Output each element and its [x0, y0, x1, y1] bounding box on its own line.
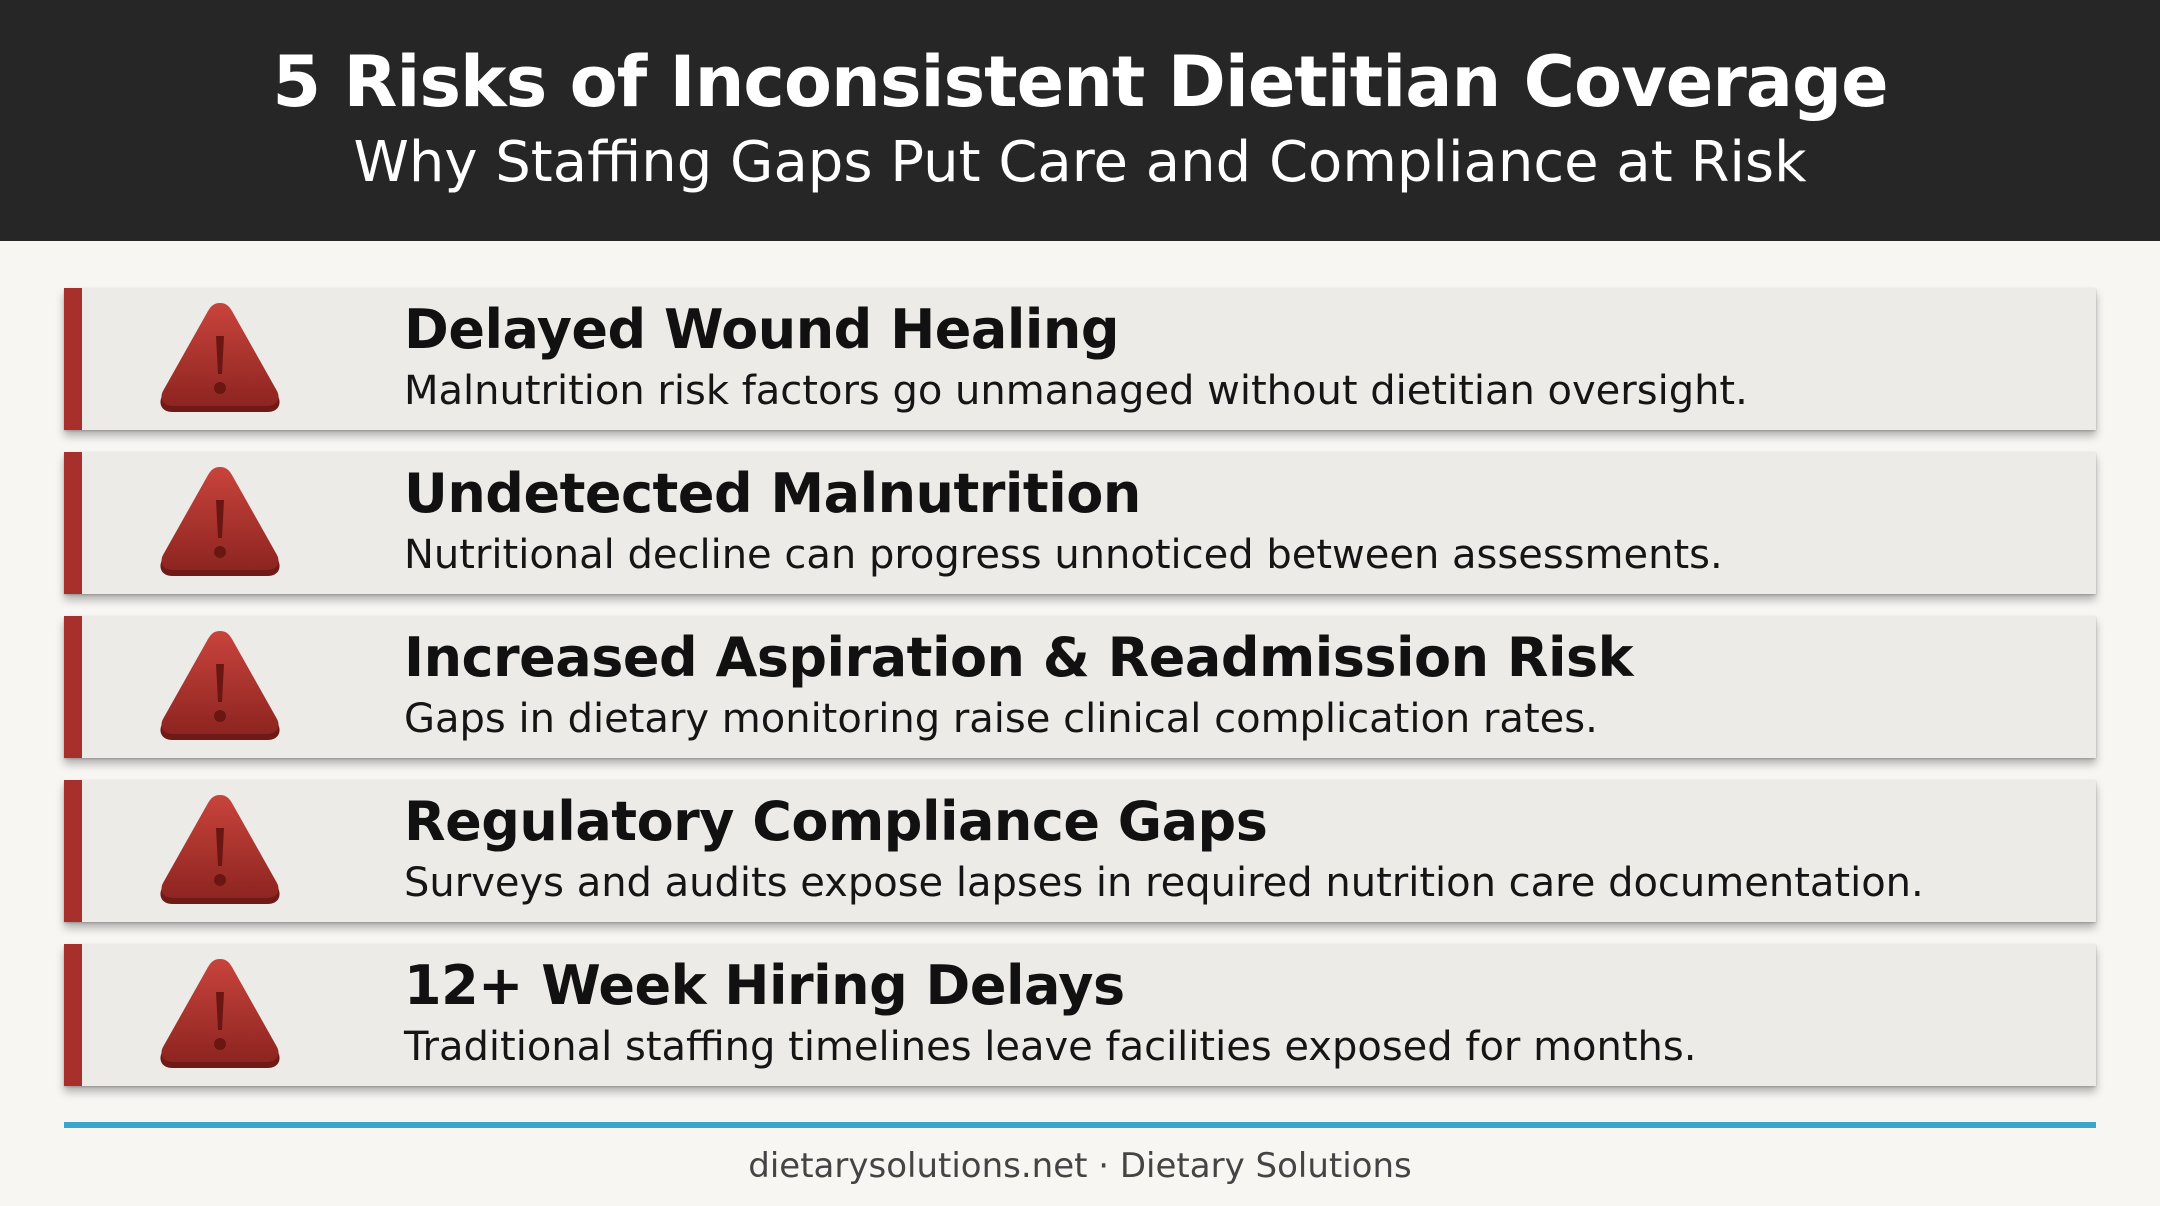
warning-triangle-icon — [156, 464, 284, 582]
warning-triangle-icon — [156, 628, 284, 746]
risk-description: Nutritional decline can progress unnotic… — [404, 532, 1723, 578]
warning-triangle-icon — [156, 956, 284, 1074]
risk-title: 12+ Week Hiring Delays — [404, 954, 1125, 1017]
risk-card: Increased Aspiration & Readmission Risk … — [64, 616, 2096, 758]
risk-description: Traditional staffing timelines leave fac… — [404, 1024, 1697, 1070]
risk-description: Gaps in dietary monitoring raise clinica… — [404, 696, 1598, 742]
header-banner: 5 Risks of Inconsistent Dietitian Covera… — [0, 0, 2160, 241]
risk-title: Delayed Wound Healing — [404, 298, 1119, 361]
risk-list: Delayed Wound Healing Malnutrition risk … — [64, 288, 2096, 1108]
risk-title: Regulatory Compliance Gaps — [404, 790, 1268, 853]
risk-card: Delayed Wound Healing Malnutrition risk … — [64, 288, 2096, 430]
warning-triangle-icon — [156, 792, 284, 910]
risk-title: Increased Aspiration & Readmission Risk — [404, 626, 1634, 689]
risk-description: Surveys and audits expose lapses in requ… — [404, 860, 1924, 906]
risk-card: Regulatory Compliance Gaps Surveys and a… — [64, 780, 2096, 922]
risk-title: Undetected Malnutrition — [404, 462, 1141, 525]
risk-card: 12+ Week Hiring Delays Traditional staff… — [64, 944, 2096, 1086]
risk-card: Undetected Malnutrition Nutritional decl… — [64, 452, 2096, 594]
footer-divider — [64, 1122, 2096, 1128]
risk-description: Malnutrition risk factors go unmanaged w… — [404, 368, 1748, 414]
page-subtitle: Why Staffing Gaps Put Care and Complianc… — [353, 130, 1807, 195]
warning-triangle-icon — [156, 300, 284, 418]
footer-credit: dietarysolutions.net · Dietary Solutions — [748, 1146, 1412, 1186]
page-title: 5 Risks of Inconsistent Dietitian Covera… — [272, 41, 1888, 123]
